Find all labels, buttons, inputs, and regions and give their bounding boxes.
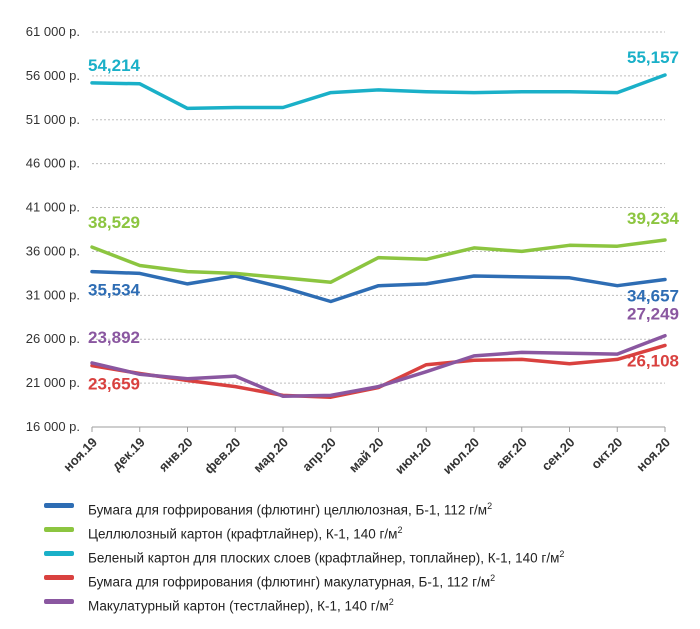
x-tick-label: май 20: [346, 435, 387, 476]
end-data-label: 26,108: [627, 351, 679, 370]
series-line-2: [90, 73, 667, 111]
y-tick-label: 41 000 р.: [26, 200, 80, 215]
y-tick-label: 46 000 р.: [26, 156, 80, 171]
y-tick-label: 16 000 р.: [26, 419, 80, 434]
y-tick-label: 56 000 р.: [26, 68, 80, 83]
x-tick-label: апр.20: [299, 435, 339, 475]
legend-item-recycled-fluting: Бумага для гофрирования (флютинг) макула…: [44, 566, 694, 590]
legend-item-pulp-fluting: Бумага для гофрирования (флютинг) целлюл…: [44, 494, 694, 518]
data-labels: 35,534 34,657 38,529 39,234 54,214 55,157 23,6…: [88, 48, 680, 394]
series-line-1: [90, 238, 667, 284]
legend-label: Бумага для гофрирования (флютинг) целлюл…: [88, 501, 493, 518]
legend-swatch: [44, 575, 74, 580]
legend-item-white-top: Беленый картон для плоских слоев (крафтл…: [44, 542, 694, 566]
x-axis: ноя.19 дек.19 янв.20 фев.20 мар.20 апр.20 май …: [60, 426, 673, 478]
y-tick-label: 21 000 р.: [26, 375, 80, 390]
x-tick-label: ноя.20: [633, 435, 673, 475]
end-data-label: 39,234: [627, 209, 680, 228]
y-tick-label: 31 000 р.: [26, 287, 80, 302]
start-data-label: 54,214: [88, 56, 141, 75]
legend-swatch: [44, 527, 74, 532]
x-tick-label: дек.19: [109, 435, 148, 474]
legend-swatch: [44, 599, 74, 604]
end-data-label: 27,249: [627, 305, 679, 324]
legend: Бумага для гофрирования (флютинг) целлюл…: [44, 494, 694, 614]
legend-swatch: [44, 503, 74, 508]
x-tick-label: мар.20: [250, 435, 291, 476]
x-tick-label: фев.20: [201, 435, 243, 477]
end-data-label: 55,157: [627, 48, 679, 67]
y-tick-label: 26 000 р.: [26, 331, 80, 346]
x-tick-label: ноя.19: [60, 435, 100, 475]
legend-item-kraftliner: Целлюлозный картон (крафтлайнер), К-1, 1…: [44, 518, 694, 542]
x-tick-label: янв.20: [156, 435, 196, 475]
start-data-label: 23,892: [88, 328, 140, 347]
y-tick-label: 51 000 р.: [26, 112, 80, 127]
legend-label: Беленый картон для плоских слоев (крафтл…: [88, 549, 565, 566]
x-tick-label: авг.20: [493, 435, 530, 472]
x-tick-label: окт.20: [588, 435, 625, 472]
legend-item-testliner: Макулатурный картон (тестлайнер), К-1, 1…: [44, 590, 694, 614]
x-tick-label: июн.20: [392, 435, 434, 477]
y-tick-label: 61 000 р.: [26, 24, 80, 39]
end-data-label: 34,657: [627, 287, 679, 306]
start-data-label: 35,534: [88, 281, 141, 300]
start-data-label: 23,659: [88, 375, 140, 394]
series-lines: [90, 73, 667, 399]
legend-label: Целлюлозный картон (крафтлайнер), К-1, 1…: [88, 525, 403, 542]
y-tick-label: 36 000 р.: [26, 243, 80, 258]
series-line-0: [90, 269, 667, 304]
x-tick-label: июл.20: [440, 435, 483, 478]
y-axis: 16 000 р. 21 000 р. 26 000 р. 31 000 р. 36 0…: [26, 24, 80, 434]
legend-label: Бумага для гофрирования (флютинг) макула…: [88, 573, 496, 590]
x-tick-label: сен.20: [538, 435, 577, 474]
start-data-label: 38,529: [88, 213, 140, 232]
series-line-4: [90, 333, 667, 399]
legend-label: Макулатурный картон (тестлайнер), К-1, 1…: [88, 597, 394, 614]
legend-swatch: [44, 551, 74, 556]
